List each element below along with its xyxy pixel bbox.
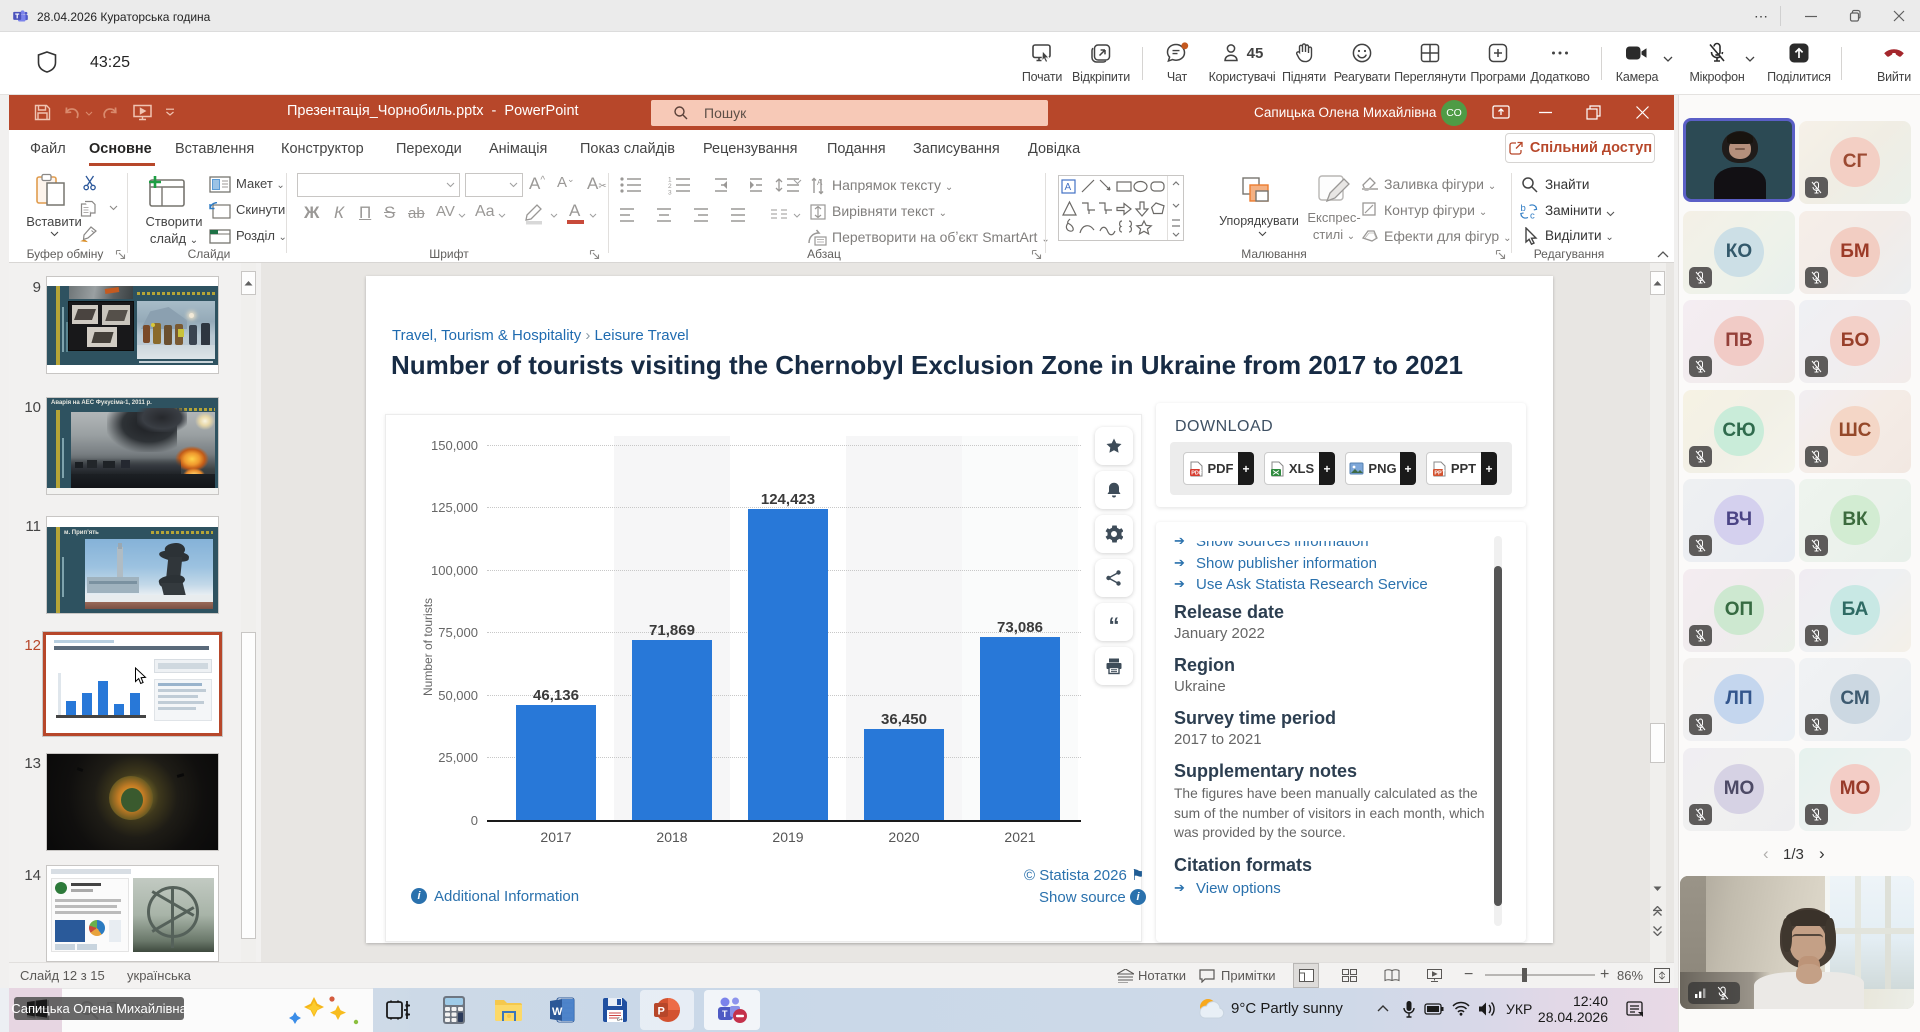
svg-text:P: P xyxy=(658,1006,665,1018)
svg-text:PPT: PPT xyxy=(1434,470,1445,476)
svg-text:A: A xyxy=(817,178,823,187)
svg-text:PDF: PDF xyxy=(1191,470,1203,476)
svg-text:c: c xyxy=(1530,211,1535,221)
svg-text:b: b xyxy=(1521,203,1526,214)
svg-text:2: 2 xyxy=(668,183,672,190)
svg-text:6+: 6+ xyxy=(617,1017,623,1023)
svg-text:3: 3 xyxy=(668,190,672,196)
svg-text:A: A xyxy=(1065,182,1072,193)
svg-text:W: W xyxy=(552,1006,563,1018)
svg-text:1: 1 xyxy=(668,177,672,184)
svg-text:T: T xyxy=(722,1009,728,1019)
